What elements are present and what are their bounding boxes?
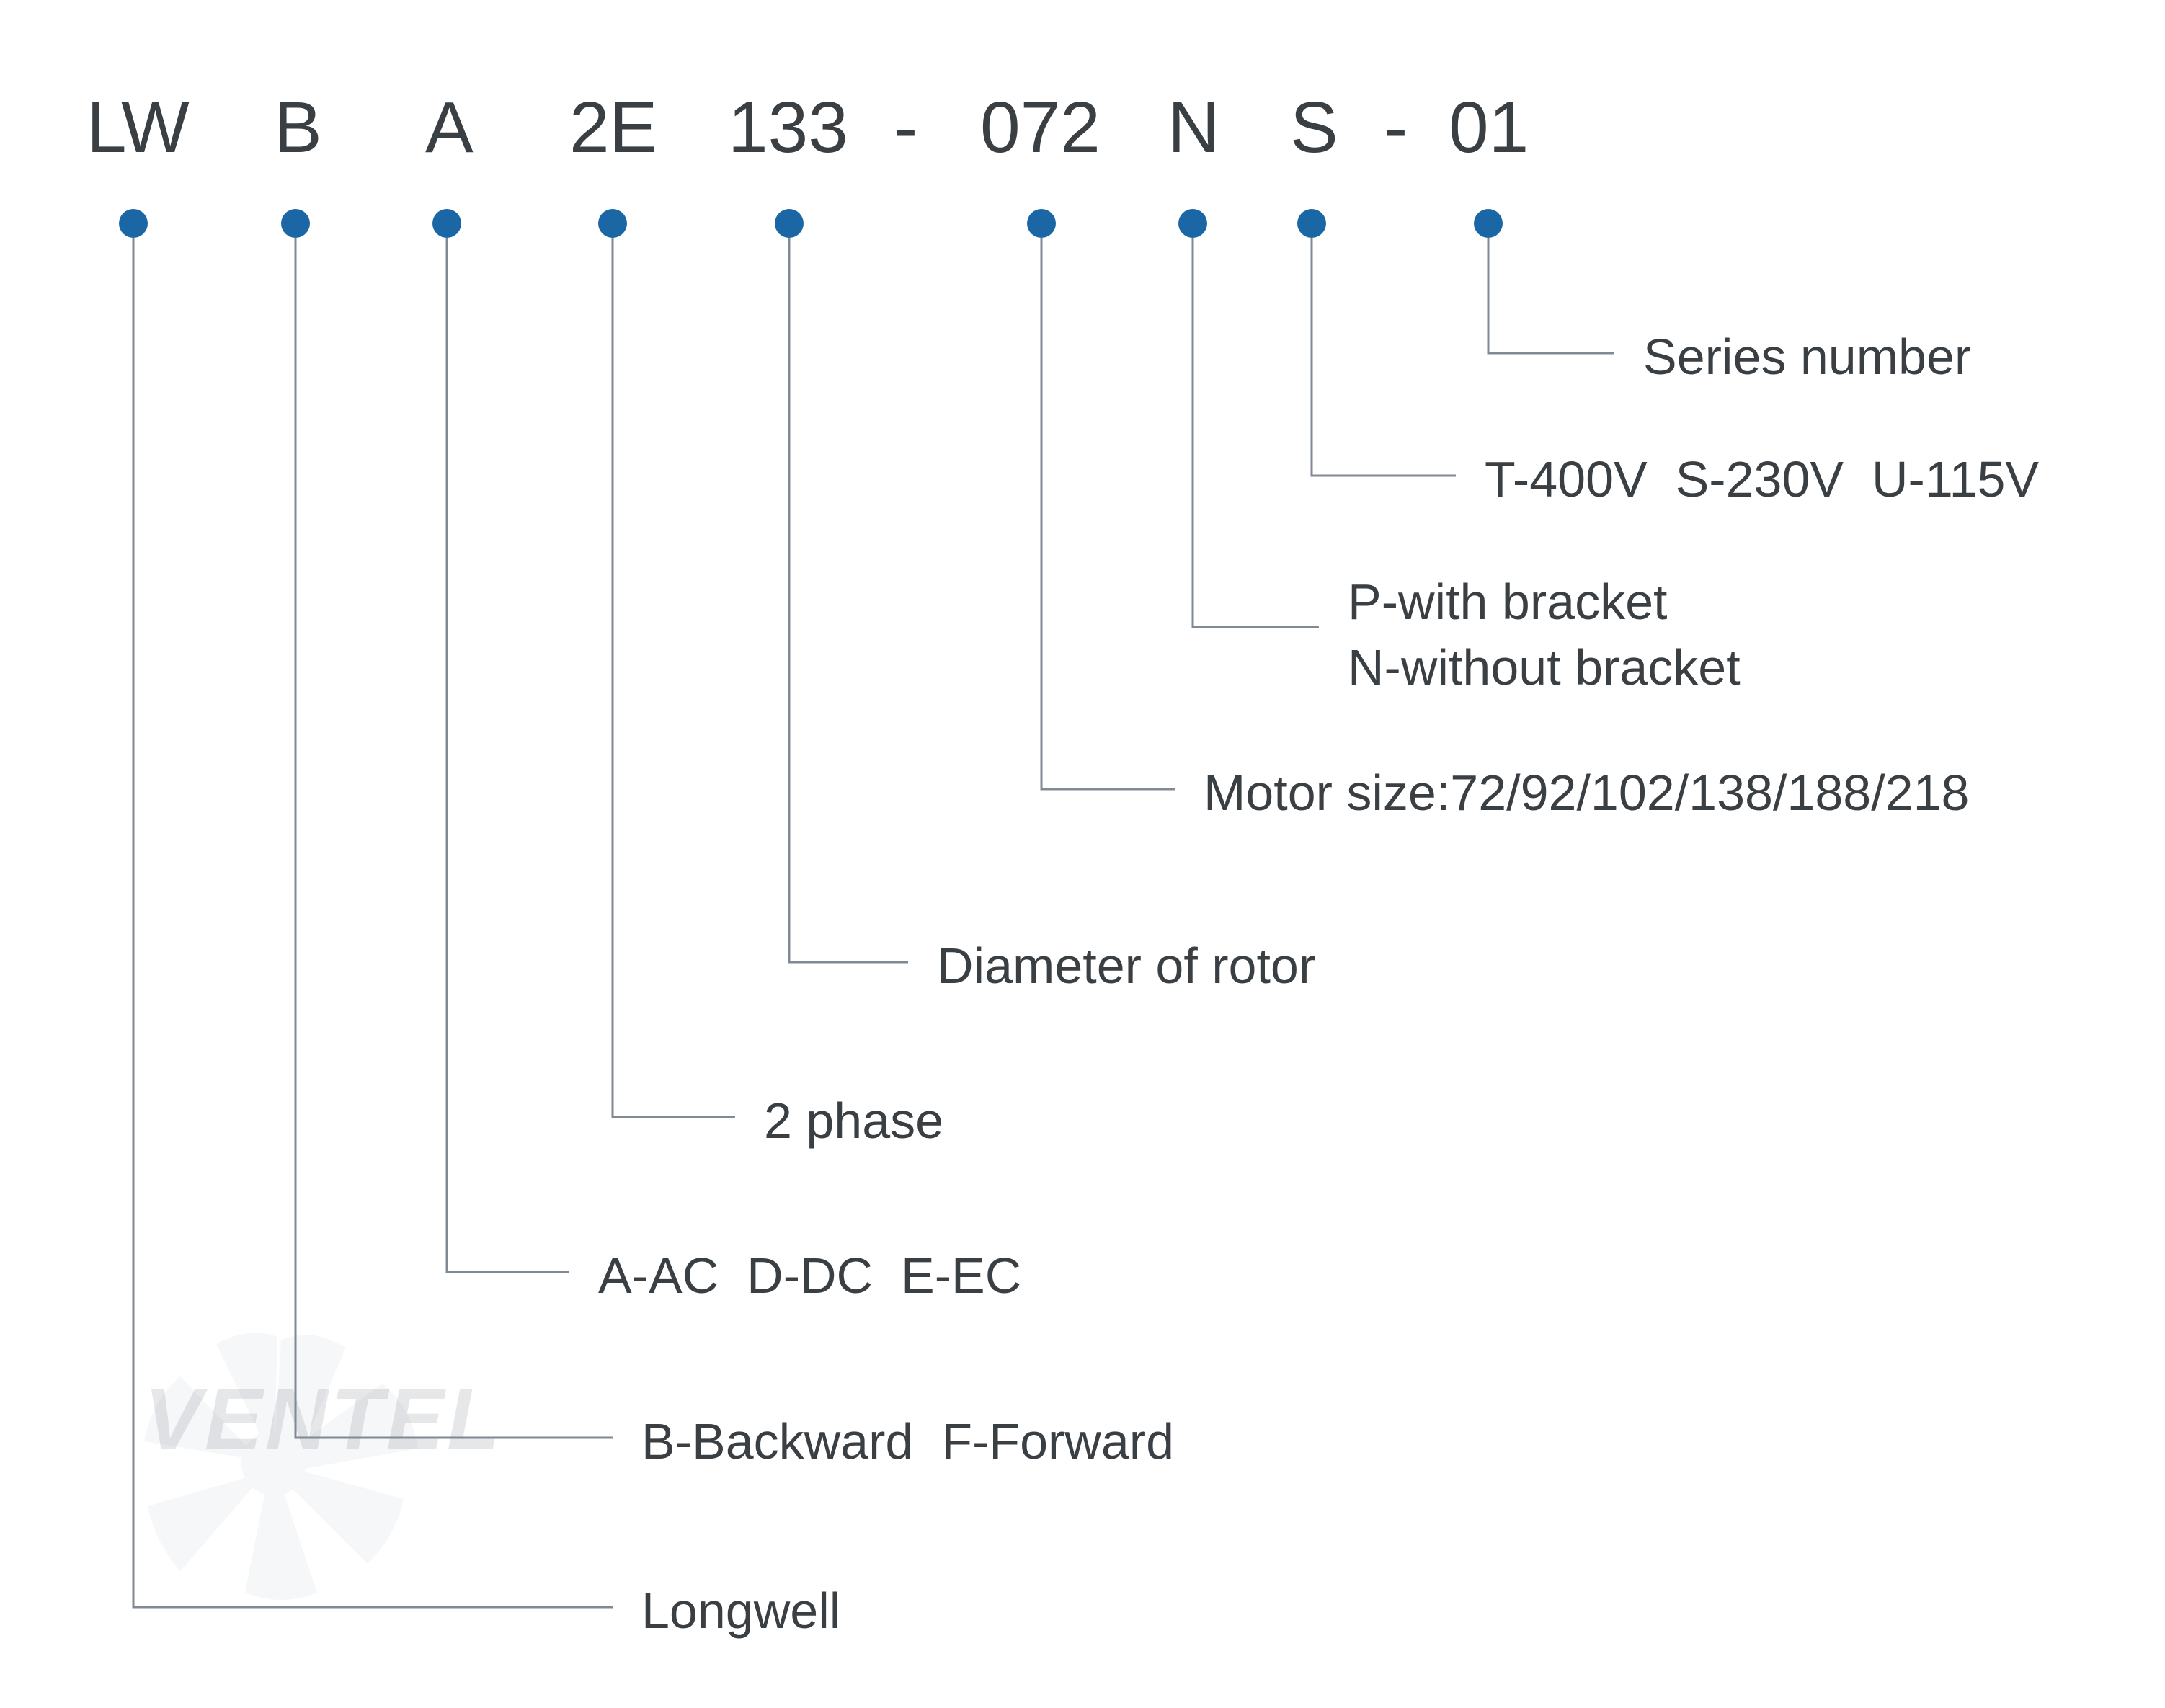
code-segment-3: 2E: [569, 86, 657, 169]
code-segment-7: N: [1168, 86, 1219, 169]
watermark-fan-icon: [22, 1283, 526, 1643]
connector-power: [447, 238, 569, 1272]
connector-dir: [295, 238, 613, 1438]
marker-dot-8: [1474, 209, 1503, 238]
description-power: A-AC D-DC E-EC: [598, 1243, 1021, 1309]
code-segment-10: 01: [1449, 86, 1529, 169]
connector-voltage: [1312, 238, 1456, 476]
marker-dot-6: [1178, 209, 1207, 238]
connector-diameter: [789, 238, 908, 962]
connector-motor: [1041, 238, 1175, 789]
part-code-diagram: { "segments": [ { "text": "LW", "x": 120…: [0, 0, 2165, 1708]
marker-dot-4: [775, 209, 804, 238]
marker-dot-2: [432, 209, 461, 238]
marker-dot-3: [598, 209, 627, 238]
description-brand: Longwell: [641, 1578, 840, 1644]
connector-bracket: [1193, 238, 1319, 627]
code-segment-2: A: [425, 86, 474, 169]
watermark-text: VENTEL: [144, 1369, 502, 1469]
code-segment-6: 072: [980, 86, 1101, 169]
connector-brand: [133, 238, 613, 1607]
code-segment-9: -: [1384, 86, 1408, 169]
description-bracket: P-with bracket N-without bracket: [1348, 569, 1741, 700]
marker-dot-5: [1027, 209, 1056, 238]
description-voltage: T-400V S-230V U-115V: [1485, 447, 2039, 512]
connector-series: [1488, 238, 1614, 353]
description-series: Series number: [1643, 324, 1971, 390]
description-dir: B-Backward F-Forward: [641, 1409, 1174, 1475]
code-segment-8: S: [1290, 86, 1338, 169]
marker-dot-0: [119, 209, 148, 238]
description-phase: 2 phase: [764, 1088, 943, 1154]
code-segment-4: 133: [728, 86, 848, 169]
code-segment-5: -: [894, 86, 917, 169]
connector-phase: [613, 238, 735, 1117]
description-diameter: Diameter of rotor: [937, 933, 1315, 999]
code-segment-1: B: [274, 86, 322, 169]
code-segment-0: LW: [86, 86, 190, 169]
description-motor: Motor size:72/92/102/138/188/218: [1204, 760, 1969, 826]
marker-dot-7: [1297, 209, 1326, 238]
marker-dot-1: [281, 209, 310, 238]
